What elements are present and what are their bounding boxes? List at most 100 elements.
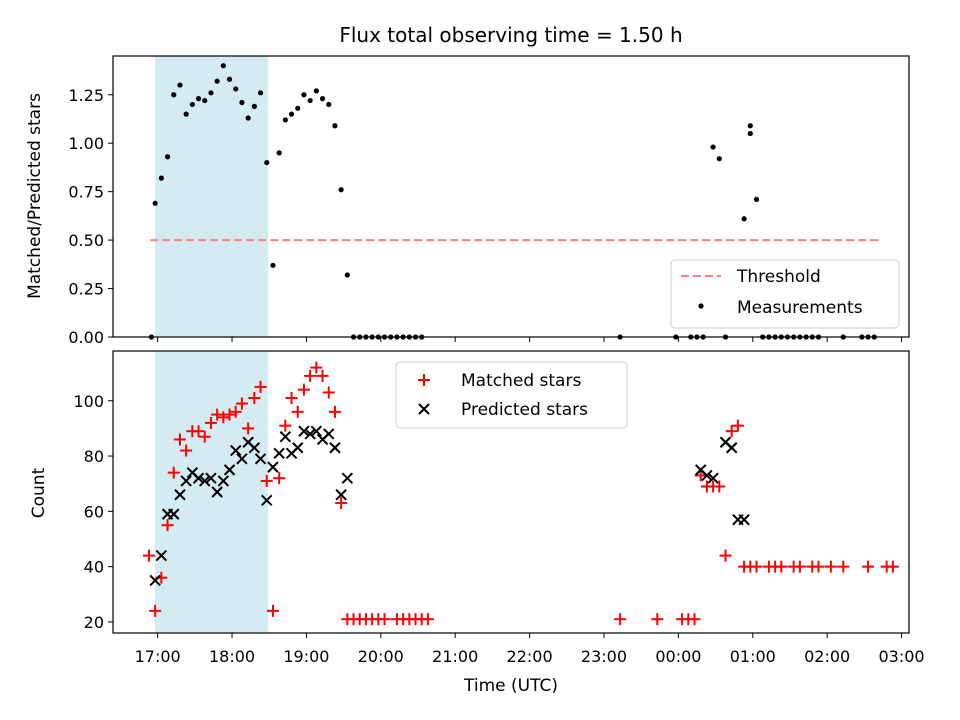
x-tick-label: 00:00 xyxy=(655,647,701,666)
bottom-y-tick-label: 60 xyxy=(84,502,104,521)
matched-star-point xyxy=(335,497,348,510)
predicted-star-point xyxy=(310,425,323,437)
matched-star-point xyxy=(837,560,850,573)
measurement-point xyxy=(164,154,171,160)
predicted-star-point xyxy=(267,461,279,473)
top-panel: 0.00 0.25 0.50 0.75 1.00 1.25 Flux total obse… xyxy=(25,23,910,347)
matched-star-point xyxy=(217,411,230,424)
matched-star-point xyxy=(161,519,174,532)
predicted-star-point xyxy=(230,444,242,457)
matched-star-point xyxy=(291,405,304,418)
measurement-point xyxy=(295,105,301,111)
measurement-point xyxy=(195,96,202,102)
matched-star-point xyxy=(731,419,744,432)
predicted-star-point xyxy=(701,469,713,482)
x-tick-label: 22:00 xyxy=(507,647,553,666)
matched-star-point xyxy=(235,397,248,410)
legend-measurements-swatch xyxy=(698,303,704,309)
measurement-point xyxy=(251,103,257,109)
measurement-point xyxy=(338,187,344,193)
matched-star-point xyxy=(725,425,738,438)
matched-star-point xyxy=(316,369,329,382)
legend-measurements-label: Measurements xyxy=(737,298,863,318)
predicted-star-point xyxy=(174,489,186,501)
matched-star-point xyxy=(824,560,837,573)
matched-star-point xyxy=(198,430,211,443)
matched-star-point xyxy=(886,560,899,573)
measurement-point xyxy=(202,97,208,104)
predicted-star-point xyxy=(261,494,273,507)
measurement-point xyxy=(288,111,295,117)
measurement-point xyxy=(158,175,164,181)
bottom-y-tick-label: 100 xyxy=(73,392,104,411)
matched-star-point xyxy=(421,613,434,626)
legend-threshold-label: Threshold xyxy=(736,267,821,287)
measurement-point xyxy=(152,200,158,206)
matched-star-point xyxy=(793,560,806,573)
bottom-y-tick-label: 20 xyxy=(84,613,104,632)
x-tick-label: 01:00 xyxy=(730,647,776,666)
measurement-point xyxy=(245,115,251,121)
bottom-y-axis-label: Count xyxy=(29,467,49,518)
x-tick-label: 17:00 xyxy=(135,647,181,666)
measurement-point xyxy=(344,272,350,278)
measurement-point xyxy=(177,82,183,88)
bottom-y-tick-label: 40 xyxy=(84,558,104,577)
matched-star-point xyxy=(211,408,224,421)
matched-star-point xyxy=(378,613,391,626)
measurement-point xyxy=(319,96,326,102)
matched-star-point xyxy=(775,560,788,573)
predicted-star-point xyxy=(323,428,335,440)
matched-star-point xyxy=(204,416,217,429)
bottom-y-tick-label: 80 xyxy=(84,447,104,466)
top-y-axis-label: Matched/Predicted stars xyxy=(25,93,45,299)
predicted-star-point xyxy=(168,508,180,520)
matched-star-point xyxy=(322,386,335,399)
matched-star-point xyxy=(229,405,242,418)
measurement-point xyxy=(233,86,239,92)
matched-star-point xyxy=(285,392,298,404)
measurement-point xyxy=(220,63,226,69)
top-y-axis: 0.00 0.25 0.50 0.75 1.00 1.25 xyxy=(68,86,113,347)
matched-star-point xyxy=(273,472,286,485)
predicted-star-point xyxy=(738,513,750,526)
predicted-star-point xyxy=(205,472,217,484)
x-tick-label: 23:00 xyxy=(581,647,627,666)
predicted-star-point xyxy=(211,486,223,498)
measurement-point xyxy=(313,88,319,94)
legend-matched-label: Matched stars xyxy=(461,371,581,391)
predicted-star-point xyxy=(236,453,248,465)
matched-star-point xyxy=(862,560,875,573)
bottom-panel: 20 40 60 80 100 17:00 18:00 19:00 20:00 21:00 22:… xyxy=(29,350,925,696)
predicted-star-point xyxy=(254,453,267,465)
measurement-point xyxy=(208,90,214,96)
x-tick-label: 18:00 xyxy=(209,647,255,666)
measurement-point xyxy=(239,99,245,106)
measurement-point xyxy=(282,117,288,123)
matched-star-point xyxy=(223,408,236,421)
measurement-point xyxy=(183,111,189,117)
matched-star-point xyxy=(651,613,664,626)
predicted-star-point xyxy=(192,472,205,484)
chart-title: Flux total observing time = 1.50 h xyxy=(339,23,682,47)
legend-matched-swatch xyxy=(418,374,430,386)
predicted-star-point xyxy=(149,574,161,587)
matched-star-point xyxy=(180,444,193,457)
x-axis-label: Time (UTC) xyxy=(463,676,558,696)
observing-span-bottom xyxy=(154,350,269,634)
measurement-point xyxy=(716,156,722,162)
matched-star-point xyxy=(149,604,162,617)
measurement-point xyxy=(226,76,233,82)
matched-star-point xyxy=(614,613,627,626)
predicted-star-point xyxy=(335,489,347,501)
x-tick-label: 02:00 xyxy=(804,647,850,666)
matched-star-point xyxy=(248,392,261,404)
measurement-point xyxy=(214,78,220,84)
predicted-star-point xyxy=(329,442,341,454)
x-tick-label: 21:00 xyxy=(432,647,478,666)
top-y-tick-label: 0.00 xyxy=(68,328,104,347)
bottom-y-axis: 20 40 60 80 100 xyxy=(73,392,113,632)
predicted-star-point xyxy=(217,475,230,487)
matched-star-point xyxy=(260,474,273,487)
